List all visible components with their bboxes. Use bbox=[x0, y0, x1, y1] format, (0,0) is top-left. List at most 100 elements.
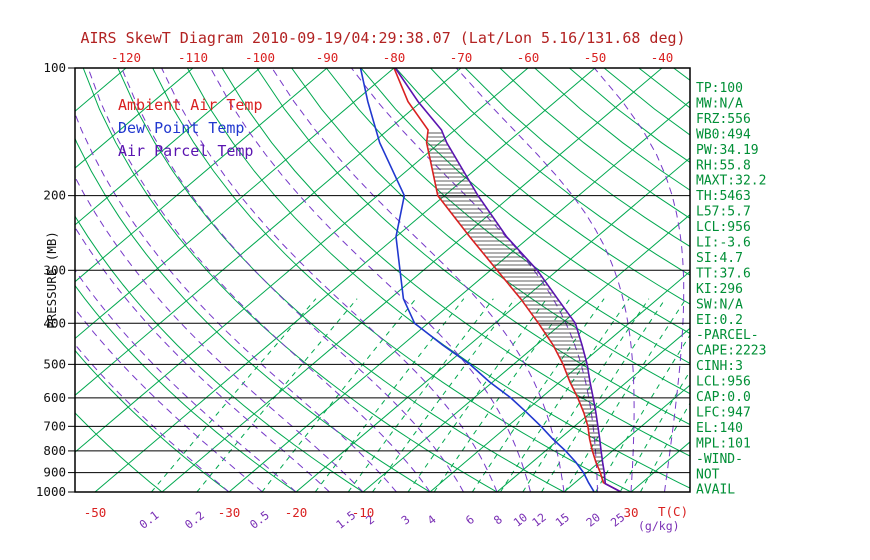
pressure-tick-label: 300 bbox=[43, 262, 66, 277]
mixing-ratio-line bbox=[499, 298, 630, 492]
mixing-ratio-line bbox=[564, 298, 687, 492]
moist-adiabat-line bbox=[351, 68, 598, 492]
dry-adiabat-line bbox=[75, 349, 230, 492]
stat-line: FRZ:556 bbox=[696, 112, 751, 127]
stat-line: MW:N/A bbox=[696, 96, 743, 111]
mixing-ratio-line bbox=[595, 334, 690, 492]
bottom-temp-tick-label: -20 bbox=[285, 505, 308, 520]
top-temp-tick-label: -60 bbox=[517, 50, 540, 65]
mixing-ratio-line bbox=[639, 402, 690, 492]
pressure-axis-label: PRESSURE (MB) bbox=[44, 231, 59, 329]
moist-adiabat-line bbox=[271, 68, 565, 492]
bottom-temp-tick-label: -30 bbox=[218, 505, 241, 520]
stat-line: RH:55.8 bbox=[696, 158, 751, 173]
pressure-tick-label: 700 bbox=[43, 418, 66, 433]
mixing-ratio-line bbox=[522, 298, 650, 492]
stat-line: LCL:956 bbox=[696, 220, 751, 235]
stat-line: SI:4.7 bbox=[696, 251, 743, 266]
stat-line: TH:5463 bbox=[696, 189, 751, 204]
temp-unit-label: T(C) bbox=[658, 504, 688, 519]
dry-adiabat-line bbox=[152, 68, 632, 492]
mixing-ratio-line bbox=[372, 298, 516, 492]
stat-line: EI:0.2 bbox=[696, 313, 743, 328]
isotherm-line bbox=[75, 68, 328, 283]
isotherm-line bbox=[429, 270, 690, 492]
mixing-ratio-line bbox=[151, 298, 317, 492]
moist-adiabat-line bbox=[75, 176, 364, 492]
top-temp-tick-label: -40 bbox=[651, 50, 674, 65]
moist-adiabat-line bbox=[593, 68, 685, 492]
mixing-ratio-line bbox=[196, 298, 358, 492]
stat-line: LFC:947 bbox=[696, 405, 751, 420]
dry-adiabat-line bbox=[75, 137, 431, 492]
dry-adiabat-line bbox=[638, 68, 690, 109]
mixing-ratio-line bbox=[261, 298, 417, 492]
mixing-ratio-tick-label: 0.5 bbox=[247, 508, 272, 532]
dry-adiabat-line bbox=[464, 68, 690, 248]
mixing-ratio-tick-label: 20 bbox=[583, 510, 603, 530]
stat-line: -WIND- bbox=[696, 452, 743, 467]
mixing-ratio-tick-label: 25 bbox=[608, 510, 628, 530]
isotherm-line bbox=[563, 384, 690, 492]
moist-adiabat-line bbox=[87, 68, 431, 492]
pressure-tick-label: 100 bbox=[43, 60, 66, 75]
dry-adiabat-line bbox=[117, 68, 565, 492]
stat-line: MAXT:32.2 bbox=[696, 174, 766, 189]
top-temp-tick-label: -120 bbox=[111, 50, 141, 65]
mixing-ratio-tick-label: 3 bbox=[398, 512, 412, 527]
isotherm-line bbox=[75, 68, 462, 396]
dewpoint-curve bbox=[359, 68, 595, 492]
plot-border bbox=[74, 67, 691, 493]
mixing-ratio-tick-label: 2 bbox=[363, 512, 377, 527]
plot-frame bbox=[74, 67, 691, 493]
chart-legend: Ambient Air Temp Dew Point Temp Air Parcel… bbox=[118, 96, 263, 160]
top-temp-tick-label: -70 bbox=[450, 50, 473, 65]
stat-line: PW:34.19 bbox=[696, 143, 759, 158]
dry-adiabat-line bbox=[75, 284, 297, 492]
stat-line: AVAIL bbox=[696, 483, 735, 498]
isotherm-line bbox=[496, 327, 690, 492]
top-temp-tick-label: -110 bbox=[178, 50, 208, 65]
dry-adiabat-line bbox=[75, 412, 163, 492]
bottom-temp-tick-label: -50 bbox=[84, 505, 107, 520]
dry-adiabat-line bbox=[360, 68, 690, 335]
dry-adiabat-line bbox=[186, 68, 690, 489]
moist-adiabat-line bbox=[455, 68, 635, 492]
cape-hatch-area bbox=[426, 132, 606, 482]
stat-line: TT:37.6 bbox=[696, 266, 751, 281]
sounding-curves bbox=[359, 68, 622, 492]
pressure-tick-label: 400 bbox=[43, 315, 66, 330]
dry-adiabat-line bbox=[221, 68, 690, 457]
stat-line: -PARCEL- bbox=[696, 328, 759, 343]
stat-line: CAP:0.0 bbox=[696, 390, 751, 405]
mixing-ratio-line bbox=[314, 298, 465, 492]
mixing-ratio-tick-label: 8 bbox=[491, 512, 505, 527]
bottom-temp-tick-label: -10 bbox=[352, 505, 375, 520]
top-temp-tick-label: -100 bbox=[245, 50, 275, 65]
stat-line: MPL:101 bbox=[696, 436, 751, 451]
mixing-ratio-tick-label: 12 bbox=[529, 510, 549, 530]
stat-line: CAPE:2223 bbox=[696, 344, 766, 359]
dry-adiabat-line bbox=[82, 68, 498, 492]
dry-adiabat-line bbox=[256, 68, 690, 426]
mixing-ratio-tick-label: 15 bbox=[553, 510, 573, 530]
stat-line: EL:140 bbox=[696, 421, 743, 436]
stat-line: LI:-3.6 bbox=[696, 236, 751, 251]
isotherm-line bbox=[75, 68, 194, 169]
pressure-tick-label: 900 bbox=[43, 465, 66, 480]
stat-line: TP:100 bbox=[696, 81, 743, 96]
mixing-ratio-tick-label: 6 bbox=[463, 512, 477, 527]
stat-line: NOT bbox=[696, 467, 720, 482]
pressure-tick-label: 200 bbox=[43, 188, 66, 203]
stat-line: WB0:494 bbox=[696, 127, 751, 142]
isotherm-line bbox=[228, 100, 690, 492]
moist-adiabat-line bbox=[210, 68, 531, 492]
dry-adiabat-line bbox=[395, 68, 690, 305]
stat-line: LCL:956 bbox=[696, 375, 751, 390]
pressure-tick-label: 600 bbox=[43, 390, 66, 405]
mixing-ratio-tick-label: 4 bbox=[425, 512, 439, 527]
bottom-temp-tick-label: 30 bbox=[623, 505, 638, 520]
legend-item: Air Parcel Temp bbox=[118, 142, 253, 160]
